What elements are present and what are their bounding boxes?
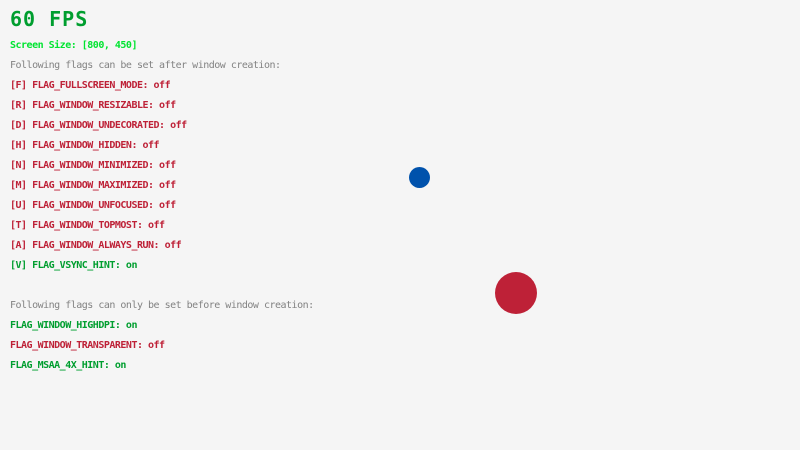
fps-counter: 60 FPS bbox=[10, 7, 89, 31]
small-blue-ball bbox=[409, 167, 430, 188]
flag-window-transparent: FLAG_WINDOW_TRANSPARENT: off bbox=[10, 340, 165, 351]
large-red-ball bbox=[495, 272, 537, 314]
flag-window-resizable: [R] FLAG_WINDOW_RESIZABLE: off bbox=[10, 100, 176, 111]
flag-window-always-run: [A] FLAG_WINDOW_ALWAYS_RUN: off bbox=[10, 240, 182, 251]
flag-fullscreen-mode: [F] FLAG_FULLSCREEN_MODE: off bbox=[10, 80, 171, 91]
after-creation-heading: Following flags can be set after window … bbox=[10, 60, 281, 71]
flag-window-hidden: [H] FLAG_WINDOW_HIDDEN: off bbox=[10, 140, 160, 151]
flag-window-highdpi: FLAG_WINDOW_HIGHDPI: on bbox=[10, 320, 137, 331]
flag-window-minimized: [N] FLAG_WINDOW_MINIMIZED: off bbox=[10, 160, 176, 171]
flag-vsync-hint: [V] FLAG_VSYNC_HINT: on bbox=[10, 260, 137, 271]
flag-window-undecorated: [D] FLAG_WINDOW_UNDECORATED: off bbox=[10, 120, 187, 131]
flag-window-unfocused: [U] FLAG_WINDOW_UNFOCUSED: off bbox=[10, 200, 176, 211]
flag-msaa-4x-hint: FLAG_MSAA_4X_HINT: on bbox=[10, 360, 126, 371]
flag-window-maximized: [M] FLAG_WINDOW_MAXIMIZED: off bbox=[10, 180, 176, 191]
before-creation-heading: Following flags can only be set before w… bbox=[10, 300, 314, 311]
flag-window-topmost: [T] FLAG_WINDOW_TOPMOST: off bbox=[10, 220, 165, 231]
screen-size-label: Screen Size: [800, 450] bbox=[10, 40, 137, 51]
